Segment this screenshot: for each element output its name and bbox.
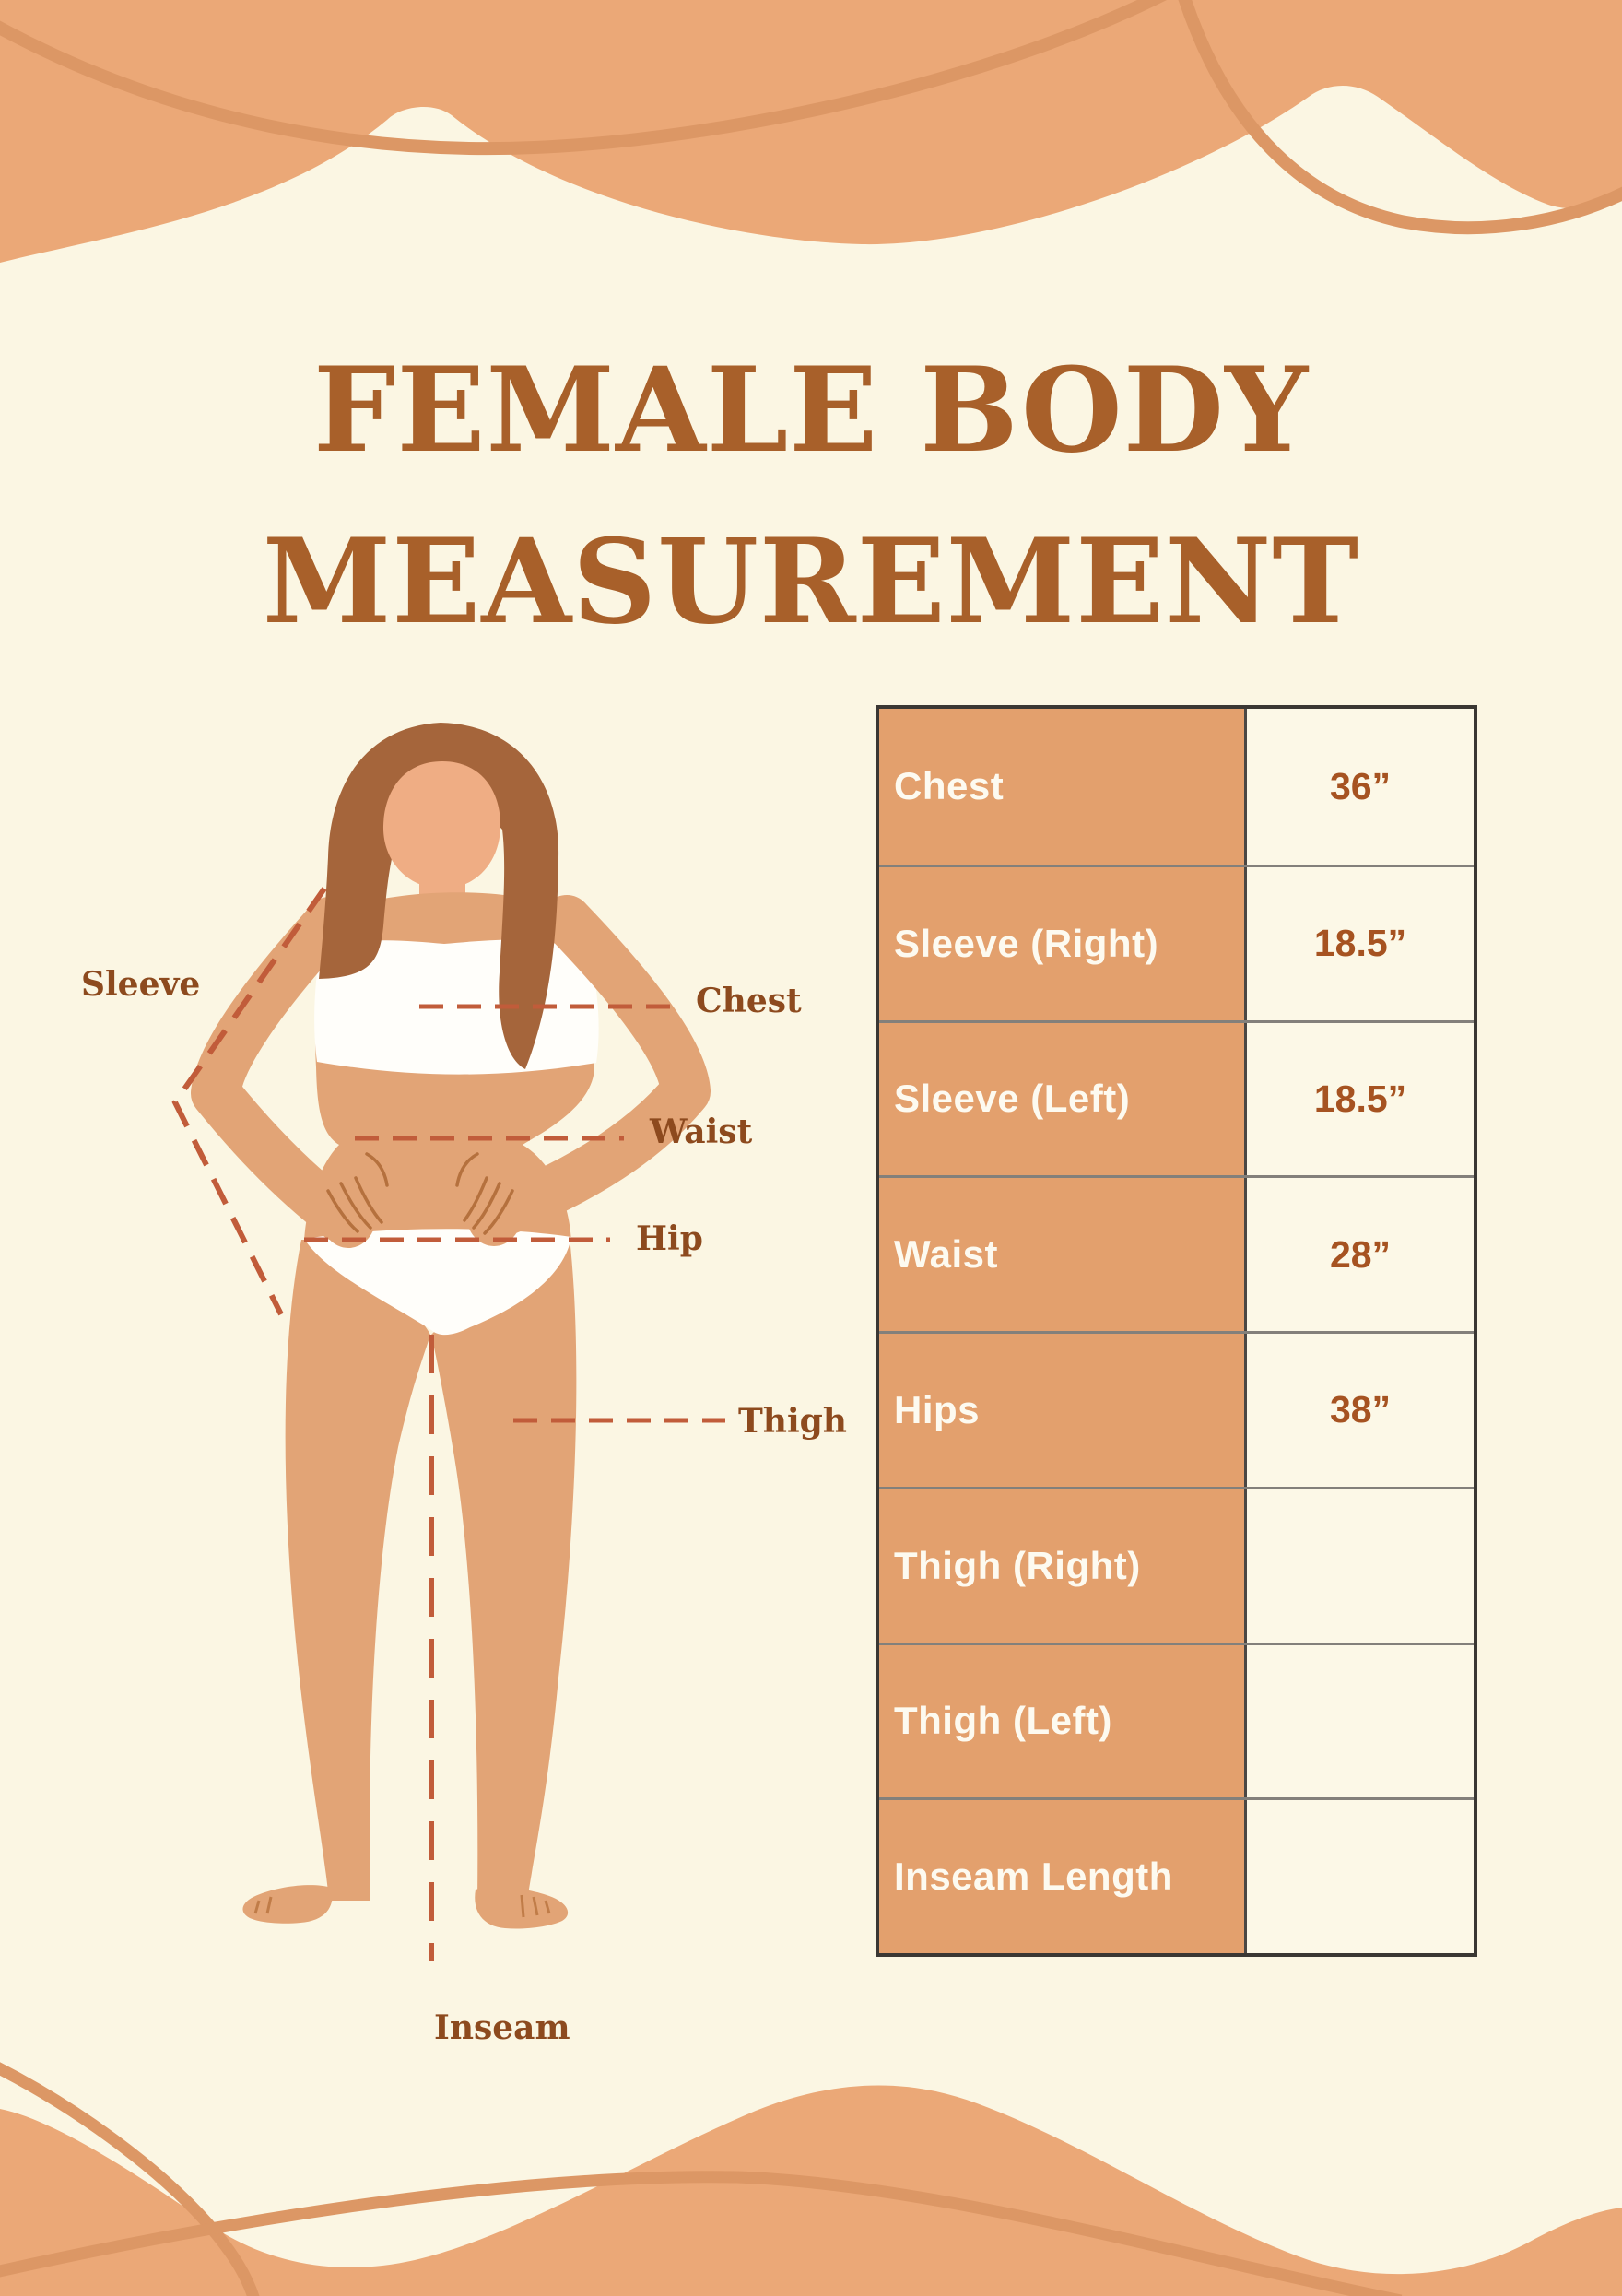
figure-finger-lines (326, 1152, 514, 1235)
table-row-value (1244, 1489, 1474, 1643)
figure-left-arm (191, 897, 364, 1242)
bottom-wave (0, 2062, 1622, 2296)
measurement-table: Chest 36” Sleeve (Right) 18.5” Sleeve (Left)… (876, 705, 1477, 1957)
table-row-label: Hips (879, 1334, 1244, 1487)
table-row: Hips 38” (879, 1331, 1474, 1487)
figure-neck (419, 834, 465, 932)
label-waist: Waist (650, 1113, 753, 1151)
figure-left-hand (321, 1185, 376, 1248)
figure-right-leg (431, 1237, 577, 1901)
table-row-label: Sleeve (Left) (879, 1022, 1244, 1176)
figure-left-foot (242, 1885, 333, 1924)
sleeve-line (171, 887, 327, 1316)
bottom-wave-line-sweep (0, 2171, 1403, 2296)
bottom-wave-line-steep (0, 2062, 260, 2296)
table-row-label: Inseam Length (879, 1800, 1244, 1953)
figure-bandeau-top (314, 939, 599, 1075)
top-wave-line-left (0, 0, 1167, 156)
figure-bikini-bottom (304, 1229, 571, 1336)
bottom-wave-shape (0, 2085, 1622, 2296)
table-row-value: 36” (1244, 709, 1474, 865)
page-title-line2: MEASUREMENT (262, 513, 1360, 650)
table-row-label: Thigh (Right) (879, 1489, 1244, 1643)
page-title: FEMALE BODY MEASUREMENT (0, 324, 1622, 667)
figure-toe-lines (253, 1894, 551, 1918)
label-sleeve: Sleeve (81, 965, 201, 1004)
table-row-label: Chest (879, 709, 1244, 865)
table-row: Thigh (Left) (879, 1642, 1474, 1798)
table-row: Sleeve (Left) 18.5” (879, 1019, 1474, 1176)
figure-left-leg (285, 1240, 430, 1901)
top-wave-shape (0, 0, 1622, 263)
table-row: Sleeve (Right) 18.5” (879, 864, 1474, 1020)
table-row-value: 18.5” (1244, 866, 1474, 1020)
label-inseam: Inseam (434, 2008, 570, 2047)
table-row: Thigh (Right) (879, 1486, 1474, 1643)
top-wave-line-right (1178, 0, 1622, 235)
table-row-value (1244, 1644, 1474, 1798)
table-row-value: 38” (1244, 1334, 1474, 1487)
table-row-value: 28” (1244, 1178, 1474, 1331)
table-row-value (1244, 1800, 1474, 1953)
top-wave (0, 0, 1622, 263)
measurement-lines (171, 887, 725, 1961)
figure-right-foot (475, 1887, 569, 1929)
figure-right-hand (466, 1183, 522, 1246)
table-row: Waist 28” (879, 1175, 1474, 1331)
table-row-label: Sleeve (Right) (879, 866, 1244, 1020)
table-row: Inseam Length (879, 1797, 1474, 1953)
figure-hair (319, 723, 559, 1069)
label-chest: Chest (696, 982, 802, 1020)
label-hip: Hip (636, 1219, 703, 1258)
figure-right-arm (475, 895, 711, 1238)
label-thigh: Thigh (738, 1402, 847, 1441)
table-row-label: Waist (879, 1178, 1244, 1331)
figure-face (382, 761, 501, 889)
figure-torso (304, 892, 594, 1242)
table-row-value: 18.5” (1244, 1022, 1474, 1176)
table-row-label: Thigh (Left) (879, 1644, 1244, 1798)
page-title-line1: FEMALE BODY (312, 342, 1310, 478)
female-figure (191, 723, 711, 1929)
table-row: Chest 36” (879, 709, 1474, 865)
